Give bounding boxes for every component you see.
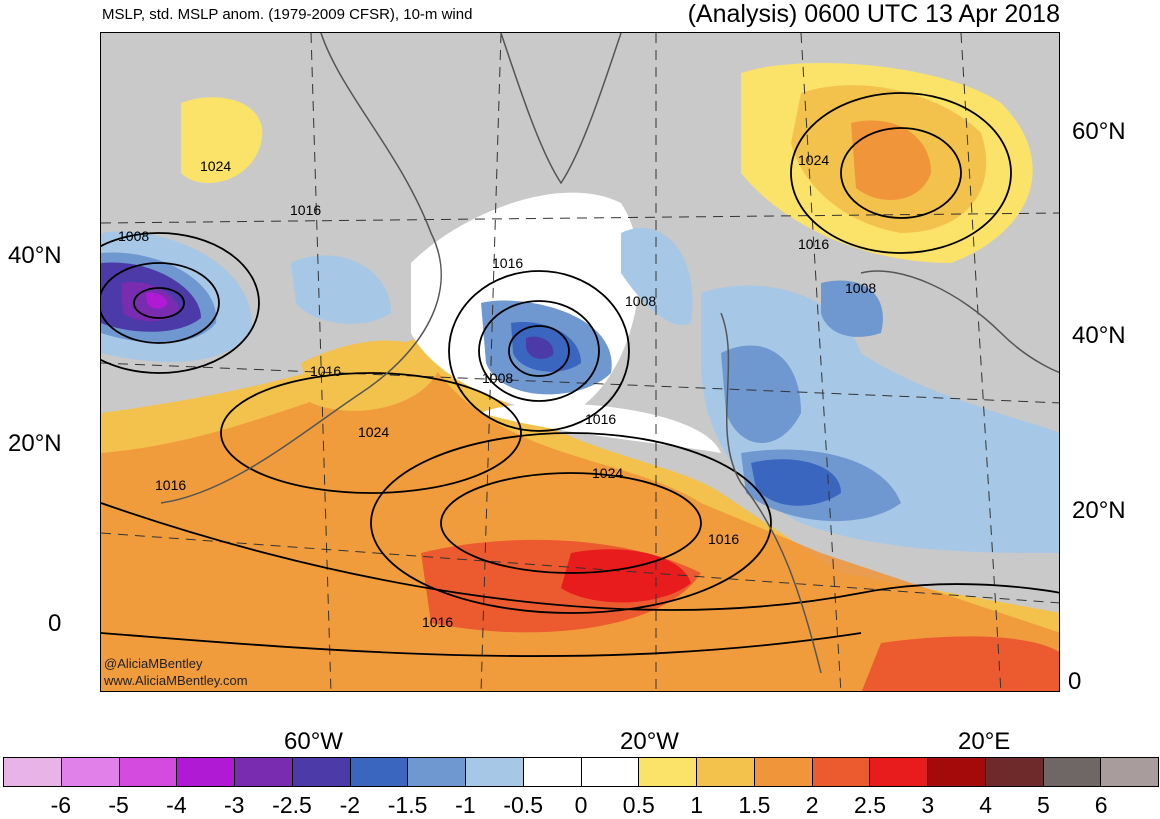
- colorbar-swatch: [1101, 758, 1158, 786]
- lat-label-right: 0: [1068, 668, 1082, 695]
- lat-label-right: 60°N: [1072, 118, 1126, 145]
- contour-label: 1008: [118, 228, 150, 244]
- colorbar-tick-label: -5: [108, 792, 129, 818]
- colorbar-tick-label: -2: [339, 792, 361, 818]
- contour-label: 1016: [708, 531, 740, 547]
- lat-label-right: 40°N: [1072, 322, 1126, 349]
- map-title-left: MSLP, std. MSLP anom. (1979-2009 CFSR), …: [102, 6, 473, 23]
- contour-label: 1016: [155, 477, 187, 493]
- colorbar-tick-label: 2.5: [854, 792, 886, 818]
- contour-label: 1024: [798, 152, 830, 168]
- contour-label: 1024: [358, 424, 390, 440]
- colorbar-swatch: [466, 758, 524, 786]
- lat-label-left: 0: [48, 610, 62, 637]
- colorbar-tick-label: 1: [690, 792, 703, 818]
- colorbar-swatch: [4, 758, 62, 786]
- colorbar-tick-label: 2: [805, 792, 819, 818]
- coastlines: [160, 33, 1059, 674]
- colorbar-tick-label: -6: [50, 792, 72, 818]
- colorbar-tick-label: -4: [166, 792, 187, 818]
- isobars: [101, 92, 1059, 657]
- colorbar-tick-label: 6: [1094, 792, 1108, 818]
- lon-label: 20°E: [958, 728, 1011, 755]
- lat-label-right: 20°N: [1072, 497, 1126, 524]
- colorbar-tick-label: 4: [979, 792, 992, 818]
- colorbar-swatch: [350, 758, 409, 786]
- graticule: [101, 33, 1059, 691]
- map-panel: [100, 32, 1060, 692]
- contour-label: 1016: [290, 202, 322, 218]
- colorbar-swatch: [928, 758, 986, 786]
- contour-label: 1008: [482, 370, 514, 386]
- contour-label: 1016: [798, 236, 830, 252]
- map-graphic: [101, 33, 1059, 691]
- colorbar-swatch: [61, 758, 120, 786]
- lat-label-left: 40°N: [8, 242, 62, 269]
- colorbar-swatch: [812, 758, 871, 786]
- contour-label: 1016: [585, 411, 617, 427]
- colorbar-swatch: [523, 758, 582, 786]
- colorbar-swatch: [119, 758, 178, 786]
- colorbar-tick-label: 3: [921, 792, 935, 818]
- colorbar-swatch: [235, 758, 293, 786]
- map-title-right: (Analysis) 0600 UTC 13 Apr 2018: [687, 0, 1060, 28]
- contour-label: 1024: [200, 158, 232, 174]
- colorbar-swatch: [1043, 758, 1102, 786]
- lon-label: 60°W: [284, 728, 343, 755]
- colorbar-tick-label: 5: [1036, 792, 1050, 818]
- colorbar-tick-label: 0: [574, 792, 588, 818]
- colorbar-swatch: [870, 758, 928, 786]
- contour-label: 1008: [845, 280, 877, 296]
- colorbar-swatch: [177, 758, 235, 786]
- contour-label: 1024: [592, 465, 624, 481]
- colorbar-swatch: [639, 758, 697, 786]
- credit-handle: @AliciaMBentley: [104, 656, 203, 671]
- contour-label: 1016: [422, 614, 454, 630]
- lon-label: 20°W: [620, 728, 679, 755]
- anomaly-shading: [101, 63, 1059, 691]
- colorbar-swatch: [697, 758, 755, 786]
- credit-website: www.AliciaMBentley.com: [104, 673, 248, 688]
- colorbar-swatch: [408, 758, 466, 786]
- colorbar-tick-label: 0.5: [622, 792, 655, 818]
- colorbar: [3, 757, 1159, 787]
- colorbar-tick-label: -2.5: [272, 792, 312, 818]
- colorbar-swatch: [581, 758, 640, 786]
- colorbar-swatch: [292, 758, 351, 786]
- colorbar-swatch: [985, 758, 1044, 786]
- contour-label: 1016: [310, 363, 342, 379]
- contour-label: 1008: [625, 293, 657, 309]
- colorbar-tick-label: -1: [455, 792, 476, 818]
- colorbar-tick-label: -1.5: [387, 792, 428, 818]
- colorbar-tick-label: -0.5: [503, 792, 544, 818]
- contour-label: 1016: [492, 255, 524, 271]
- lat-label-left: 20°N: [8, 430, 62, 457]
- colorbar-tick-label: 1.5: [738, 792, 771, 818]
- colorbar-swatch: [754, 758, 813, 786]
- colorbar-tick-label: -3: [223, 792, 245, 818]
